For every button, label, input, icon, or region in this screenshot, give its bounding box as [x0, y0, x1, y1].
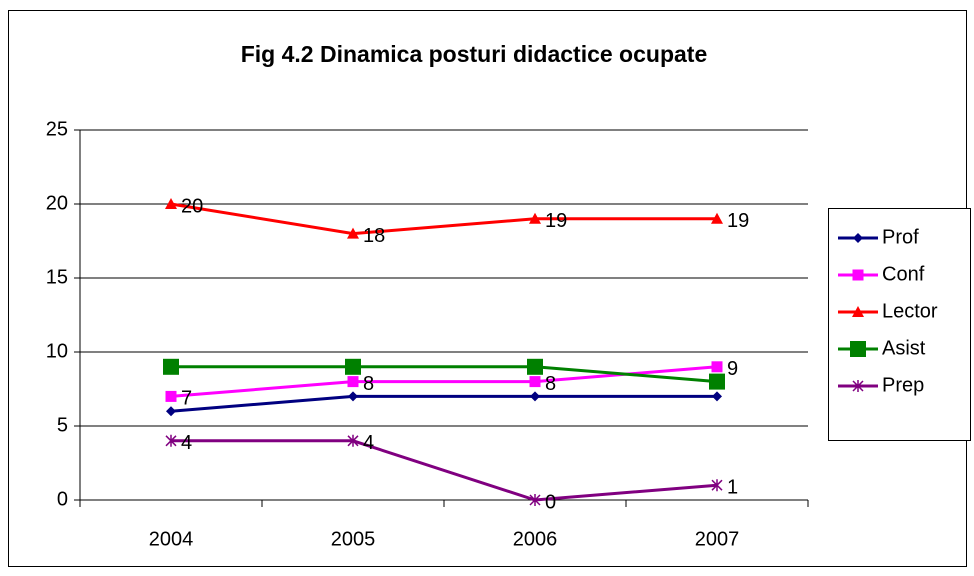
legend-box	[828, 208, 971, 441]
series-marker	[166, 406, 176, 417]
series-line	[170, 202, 717, 236]
series-marker	[529, 212, 541, 224]
series-marker	[165, 434, 177, 447]
series-marker	[165, 198, 177, 209]
series-marker	[711, 479, 723, 492]
series-marker	[529, 376, 541, 388]
y-tick-label: 5	[57, 414, 68, 436]
series-marker	[348, 391, 358, 402]
data-label: 8	[363, 373, 374, 395]
x-tick-label: 2004	[149, 528, 194, 550]
legend-label: Lector	[882, 300, 938, 322]
data-label: 19	[545, 210, 567, 232]
y-tick-label: 25	[46, 118, 68, 140]
series-marker	[163, 358, 179, 375]
legend-label: Prep	[882, 374, 924, 396]
legend-marker	[853, 233, 863, 243]
series-marker	[711, 361, 723, 373]
series-marker	[527, 358, 543, 375]
legend-marker	[852, 269, 864, 281]
y-tick-label: 10	[46, 340, 68, 362]
data-label: 1	[727, 476, 738, 498]
data-label: 4	[181, 432, 192, 454]
data-label: 4	[363, 432, 374, 454]
legend-label: Asist	[882, 337, 926, 359]
series-line	[170, 394, 717, 413]
series-marker	[712, 391, 722, 402]
legend-label: Prof	[882, 226, 919, 248]
series-marker	[347, 376, 359, 388]
y-tick-label: 15	[46, 266, 68, 288]
series-marker	[347, 434, 359, 447]
data-label: 20	[181, 195, 203, 217]
series-marker	[347, 227, 359, 239]
chart-border	[8, 10, 967, 567]
x-tick-label: 2007	[695, 528, 740, 550]
series-marker	[345, 358, 361, 375]
legend-marker	[852, 380, 864, 392]
y-tick-label: 0	[57, 488, 68, 510]
data-label: 19	[727, 210, 749, 232]
series-line	[171, 365, 718, 384]
data-label: 18	[363, 225, 385, 247]
data-label: 9	[727, 358, 738, 380]
series-marker	[530, 391, 540, 402]
chart-title: Fig 4.2 Dinamica posturi didactice ocupa…	[241, 41, 708, 67]
series-marker	[165, 390, 177, 402]
data-label: 7	[181, 388, 192, 410]
series-marker	[709, 373, 725, 390]
y-tick-label: 20	[46, 192, 68, 214]
legend-marker	[852, 306, 864, 317]
legend-label: Conf	[882, 263, 925, 285]
x-tick-label: 2005	[331, 528, 376, 550]
legend-marker	[850, 341, 866, 357]
data-label: 0	[545, 491, 556, 513]
series-line	[171, 439, 718, 502]
series-marker	[711, 212, 723, 224]
x-tick-label: 2006	[513, 528, 558, 550]
series-marker	[529, 494, 541, 506]
data-label: 8	[545, 373, 556, 395]
